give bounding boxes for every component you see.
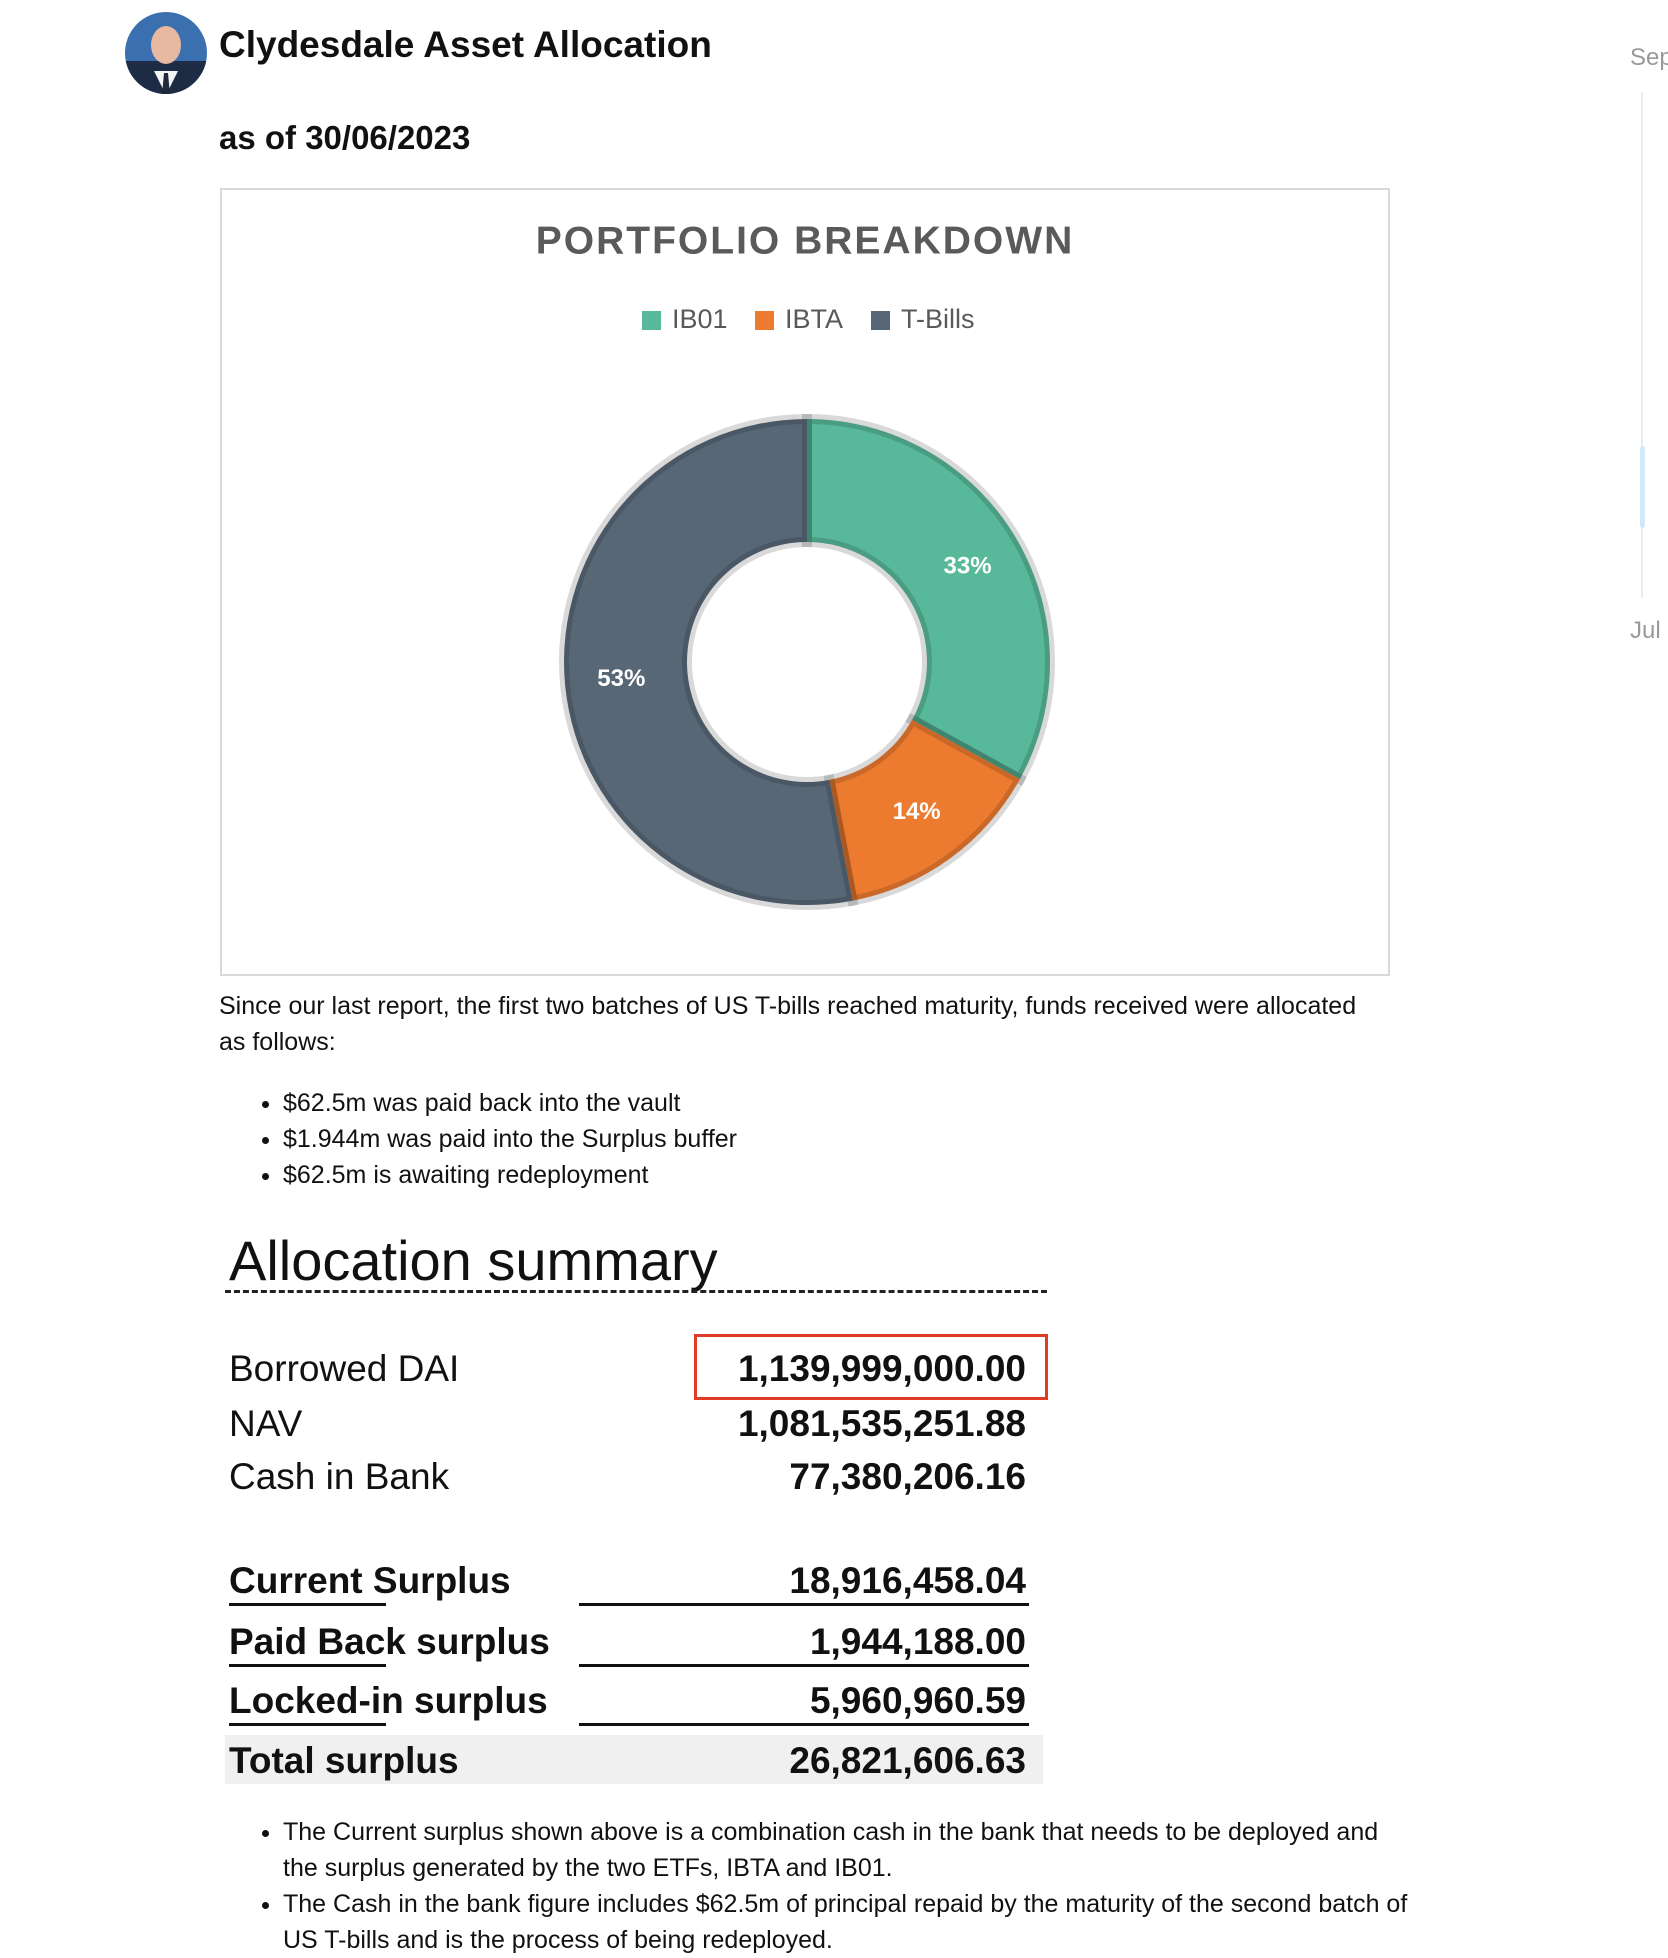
label-underline [229,1723,386,1726]
timeline-bottom: Jul [1630,617,1661,644]
row-label: Total surplus [229,1740,459,1781]
note-item: The Cash in the bank figure includes $62… [283,1886,1413,1958]
donut-slice [823,713,1027,907]
intro-text: Since our last report, the first two bat… [219,992,1357,1056]
legend-label: IBTA [785,304,843,334]
bullet-item: $62.5m is awaiting redeployment [283,1157,737,1193]
row-value: 18,916,458.04 [789,1560,1026,1601]
row-value: 1,139,999,000.00 [737,1348,1026,1389]
bullet-item: $1.944m was paid into the Surplus buffer [283,1121,737,1157]
timeline-top: Sep [1630,44,1668,71]
total-row-bg [225,1735,1043,1784]
row-value: 26,821,606.63 [789,1740,1026,1781]
legend-swatch [871,311,890,330]
legend-label: T-Bills [901,304,975,334]
label-underline [229,1603,386,1606]
row-value: 1,944,188.00 [809,1621,1026,1662]
row-label: Borrowed DAI [229,1348,460,1389]
row-value: 5,960,960.59 [809,1680,1026,1721]
bullet-list: $62.5m was paid back into the vault$1.94… [219,1085,737,1193]
notes-list: The Current surplus shown above is a com… [219,1814,1413,1958]
row-value: 1,081,535,251.88 [737,1403,1026,1444]
date-line: as of 30/06/2023 [219,119,471,156]
row-label: Current Surplus [229,1560,511,1601]
dashed-rule [225,1290,1047,1293]
slice-label: 14% [893,798,941,825]
timeline-track [1641,92,1643,598]
legend-label: IB01 [672,304,728,334]
row-label: Cash in Bank [229,1456,450,1497]
donut-slice [802,413,1055,786]
post-title: Clydesdale Asset Allocation [219,24,712,65]
chart-title: PORTFOLIO BREAKDOWN [536,219,1074,262]
legend-swatch [755,311,774,330]
legend-swatch [642,311,661,330]
row-value: 77,380,206.16 [789,1456,1026,1497]
donut-slice [559,413,859,910]
row-label: NAV [229,1403,303,1444]
slice-label: 33% [944,552,992,579]
row-label: Paid Back surplus [229,1621,550,1662]
row-label: Locked-in surplus [229,1680,548,1721]
slice-label: 53% [597,665,645,692]
summary-title: Allocation summary [229,1229,718,1292]
avatar [125,12,207,94]
timeline-thumb [1640,446,1645,528]
chart-frame [220,188,1390,976]
value-underline [579,1664,1029,1667]
value-underline [579,1603,1029,1606]
chart: PORTFOLIO BREAKDOWN 33% 14% 53% IB01 IBTA T-B… [536,219,1074,910]
bullet-item: $62.5m was paid back into the vault [283,1085,737,1121]
highlight-box [694,1334,1048,1400]
value-underline [579,1723,1029,1726]
label-underline [229,1664,386,1667]
note-item: The Current surplus shown above is a com… [283,1814,1413,1886]
